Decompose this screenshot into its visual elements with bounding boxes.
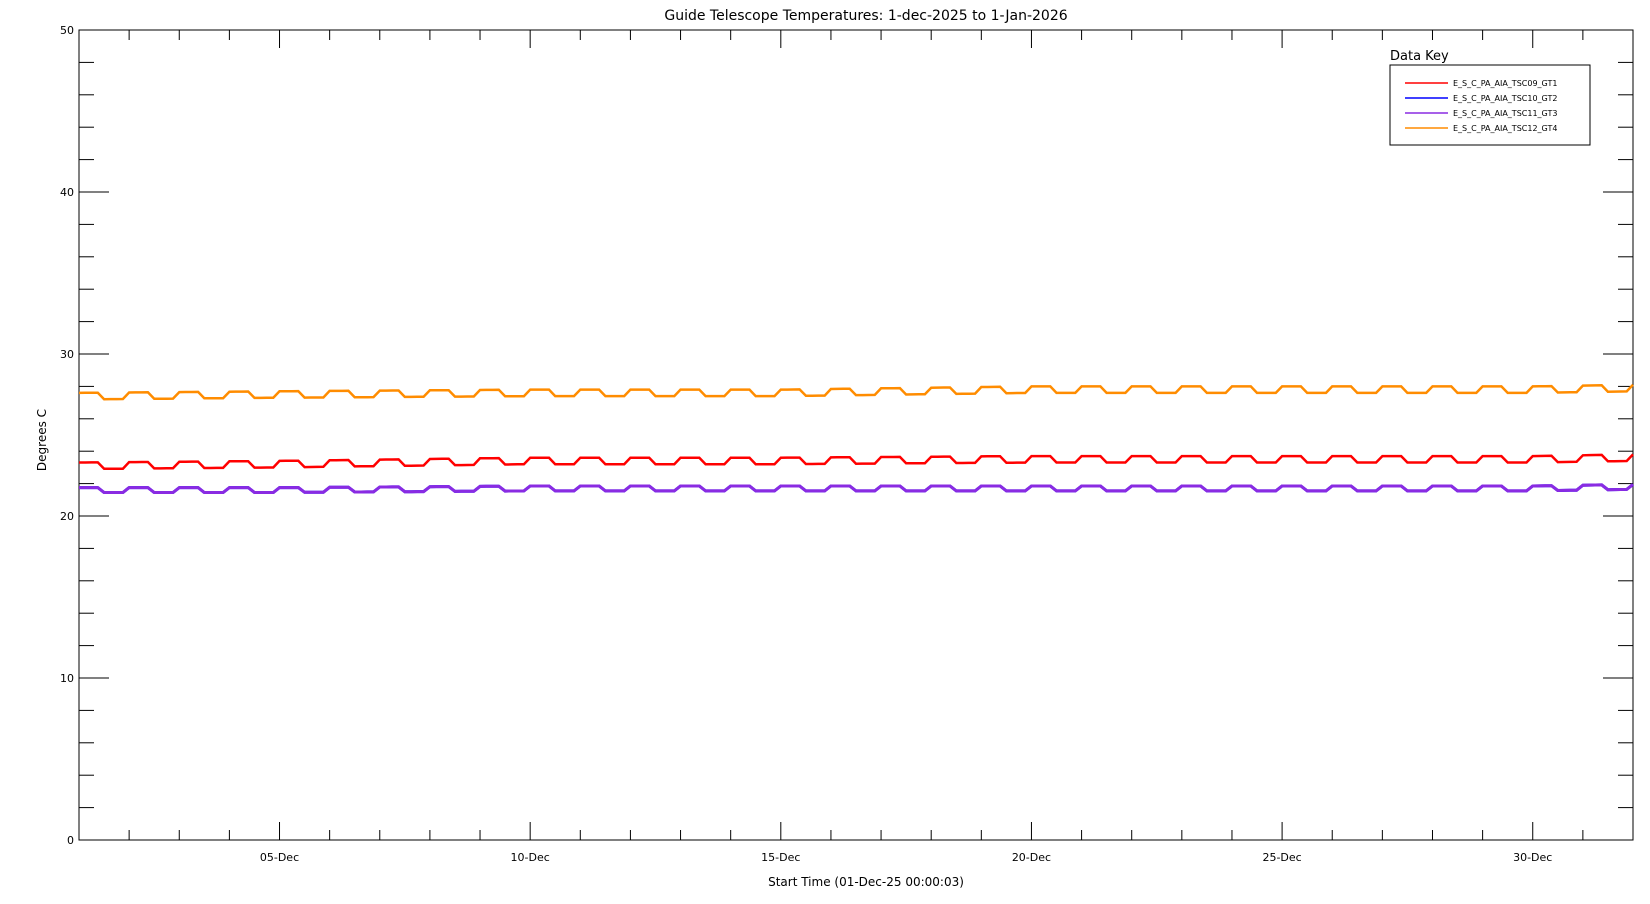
x-tick-label: 30-Dec [1513, 851, 1552, 864]
x-tick-label: 05-Dec [260, 851, 299, 864]
legend-label-1: E_S_C_PA_AIA_TSC09_GT1 [1453, 79, 1557, 88]
y-tick-label: 50 [60, 24, 74, 37]
y-tick-label: 0 [67, 834, 74, 847]
legend-label-3: E_S_C_PA_AIA_TSC11_GT3 [1453, 109, 1557, 118]
axis-ticks: 0 10 20 30 40 50 05-Dec 10-Dec 15-Dec 20-Dec 25-De… [60, 24, 1634, 864]
legend: Data Key E_S_C_PA_AIA_TSC09_GT1 E_S_C_PA_A… [1389, 49, 1591, 146]
x-axis-label: Start Time (01-Dec-25 00:00:03) [768, 875, 964, 889]
series-line-3 [79, 483, 1634, 494]
plot-frame [78, 29, 1634, 841]
x-tick-label: 15-Dec [761, 851, 800, 864]
x-tick-label: 10-Dec [511, 851, 550, 864]
legend-label-2: E_S_C_PA_AIA_TSC10_GT2 [1453, 94, 1557, 103]
series-lines [78, 383, 1634, 494]
plot-frame-rect [78, 29, 1634, 841]
y-tick-label: 40 [60, 186, 74, 199]
x-tick-label: 20-Dec [1012, 851, 1051, 864]
y-tick-label: 30 [60, 348, 74, 361]
legend-box [1389, 64, 1591, 146]
y-axis-label: Degrees C [35, 409, 49, 471]
series-line-4 [78, 383, 1634, 401]
series-line-1 [79, 453, 1634, 471]
y-tick-label: 10 [60, 672, 74, 685]
x-tick-label: 25-Dec [1262, 851, 1301, 864]
y-tick-label: 20 [60, 510, 74, 523]
legend-title: Data Key [1390, 49, 1449, 64]
chart-title: Guide Telescope Temperatures: 1-dec-2025… [664, 8, 1067, 24]
legend-label-4: E_S_C_PA_AIA_TSC12_GT4 [1453, 124, 1557, 133]
